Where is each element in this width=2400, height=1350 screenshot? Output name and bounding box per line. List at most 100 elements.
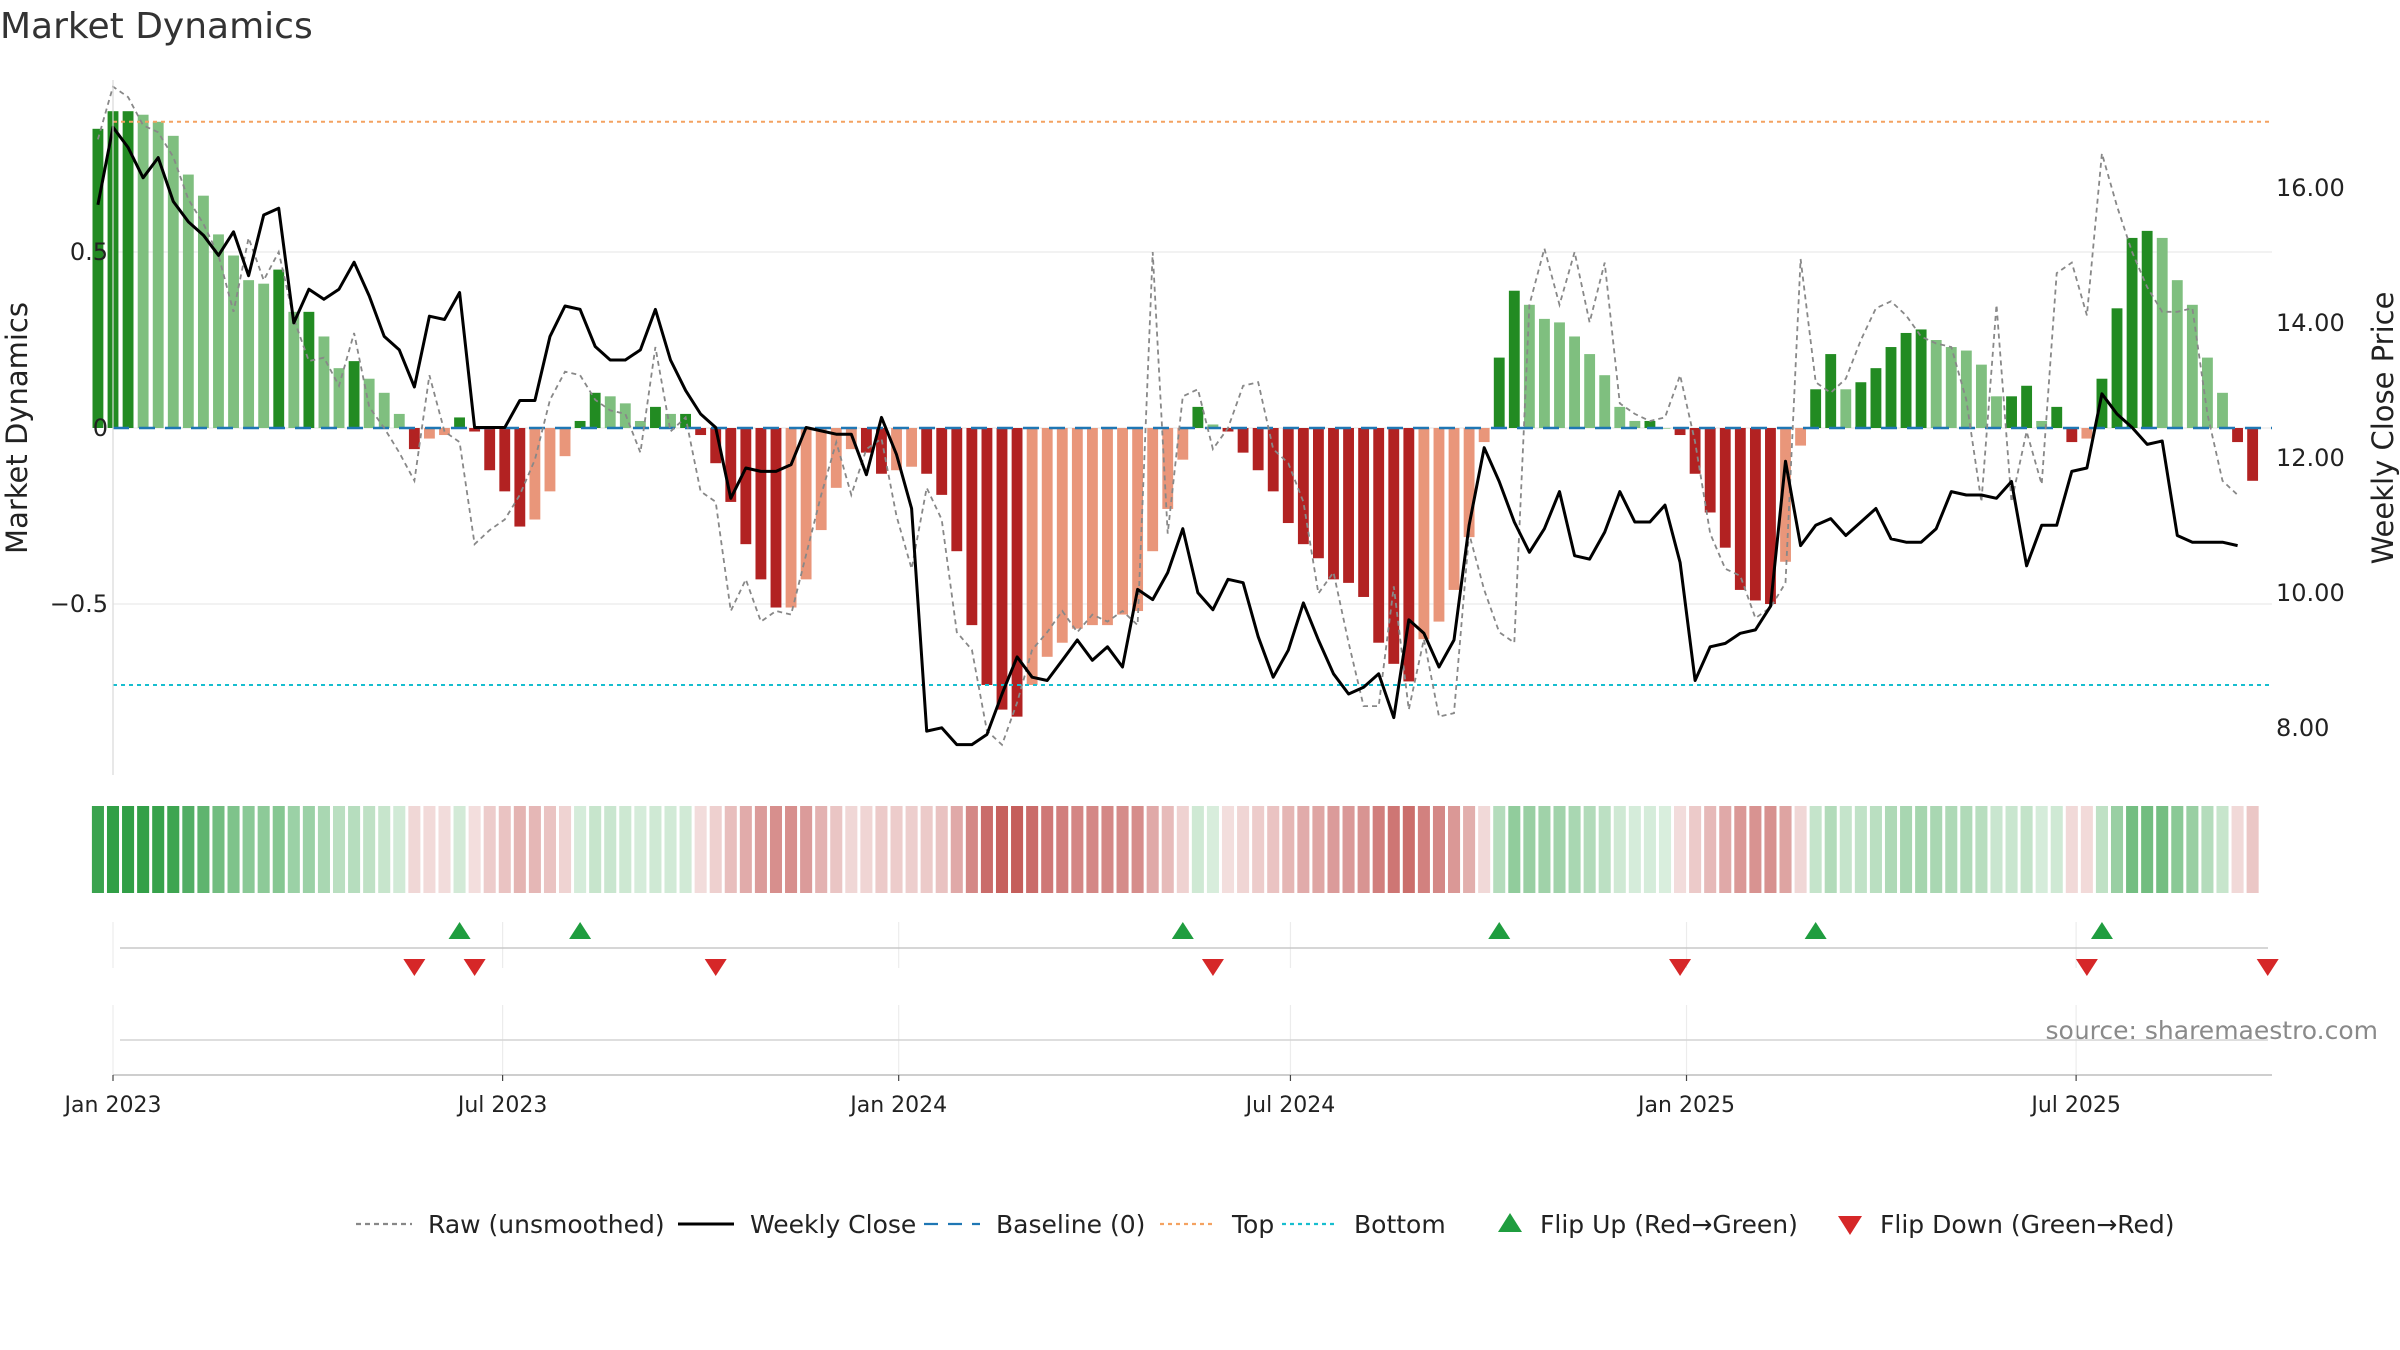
heat-cell: [1101, 806, 1114, 893]
momentum-bar: [333, 368, 345, 428]
momentum-bar: [1493, 357, 1505, 428]
momentum-bar: [1207, 424, 1219, 428]
momentum-bar: [1071, 428, 1083, 629]
momentum-bar: [1614, 406, 1626, 428]
heat-cell: [769, 806, 783, 893]
momentum-bar: [680, 413, 691, 428]
momentum-bar: [2247, 428, 2259, 481]
momentum-bar: [197, 195, 209, 428]
momentum-bar: [1749, 428, 1761, 601]
momentum-bar: [2126, 237, 2138, 428]
momentum-bar: [740, 428, 752, 545]
x-axis: Jan 2023 Jul 2023 Jan 2024 Jul 2024 Jan 2025…: [63, 1005, 2272, 1118]
heat-cell: [393, 806, 406, 893]
heat-cell: [1975, 806, 1988, 893]
momentum-bar: [815, 428, 827, 531]
heat-cell: [1448, 806, 1461, 893]
momentum-bar: [1960, 350, 1972, 428]
momentum-bar: [1659, 428, 1671, 429]
legend-item: Flip Up (Red→Green): [1498, 1210, 1798, 1239]
heat-cell: [1598, 806, 1611, 893]
momentum-bar: [1086, 428, 1098, 626]
heat-cell: [1026, 806, 1039, 893]
heat-cell: [1282, 806, 1295, 893]
heat-cell: [875, 806, 888, 893]
right-tick-label: 8.00: [2276, 714, 2329, 742]
heat-cell: [2231, 806, 2244, 893]
heat-cell: [649, 806, 662, 893]
momentum-bars: [92, 111, 2259, 717]
legend-label: Baseline (0): [996, 1210, 1145, 1239]
momentum-bar: [1011, 428, 1023, 717]
heat-cell: [785, 806, 798, 893]
momentum-bar: [1915, 329, 1927, 428]
momentum-bar: [860, 428, 872, 453]
heat-cell: [197, 806, 210, 893]
heat-cell: [453, 806, 466, 893]
right-tick-label: 12.00: [2276, 444, 2345, 472]
heat-cell: [1071, 806, 1084, 893]
heat-cell: [272, 806, 285, 893]
heat-cell: [1327, 806, 1340, 893]
momentum-bar: [529, 428, 541, 520]
momentum-bar: [1674, 428, 1686, 436]
momentum-bar: [2217, 392, 2228, 428]
momentum-bar: [800, 428, 812, 580]
heat-cell: [2141, 806, 2154, 893]
heat-cell: [2035, 806, 2048, 893]
heat-cell: [739, 806, 752, 893]
momentum-bar: [1734, 428, 1746, 590]
x-tick-label: Jan 2023: [63, 1093, 162, 1118]
momentum-bar: [1222, 428, 1234, 432]
heat-cell: [1643, 806, 1656, 893]
heat-cell: [1116, 806, 1129, 893]
momentum-bar: [1584, 354, 1596, 428]
momentum-bar: [1840, 389, 1852, 428]
flip-down-marker: [463, 959, 486, 976]
heat-cell: [1056, 806, 1069, 893]
momentum-bar: [1313, 428, 1324, 559]
momentum-bar: [981, 428, 993, 685]
momentum-bar: [1945, 347, 1957, 428]
momentum-bar: [1719, 428, 1731, 548]
heat-cell: [890, 806, 903, 893]
momentum-bar: [665, 413, 676, 428]
momentum-bar: [1177, 428, 1189, 460]
heat-cell: [1658, 806, 1672, 893]
heat-cell: [1900, 806, 1913, 893]
heat-cell: [860, 806, 873, 893]
heat-cell: [1161, 806, 1174, 893]
heat-cell: [378, 806, 391, 893]
momentum-bar: [1795, 428, 1807, 446]
x-tick-label: Jul 2025: [2029, 1093, 2121, 1118]
legend-item: Weekly Close: [678, 1210, 916, 1239]
heat-cell: [905, 806, 918, 893]
heat-cell: [528, 806, 541, 893]
momentum-bar: [1975, 364, 1987, 428]
heat-cell: [227, 806, 240, 893]
momentum-bar: [228, 255, 239, 428]
momentum-bar: [1403, 428, 1415, 682]
momentum-bar: [1252, 428, 1264, 471]
heat-cell: [1267, 806, 1280, 893]
heat-strip: [91, 806, 2259, 893]
left-tick-label: −0.5: [50, 590, 108, 618]
momentum-bar: [1388, 428, 1400, 664]
momentum-bar: [1689, 428, 1701, 474]
momentum-bar: [1780, 428, 1791, 562]
heat-cell: [332, 806, 346, 893]
heat-cell: [604, 806, 617, 893]
legend-label: Flip Down (Green→Red): [1880, 1210, 2175, 1239]
heat-cell: [1312, 806, 1325, 893]
left-tick-label: 0: [93, 414, 108, 442]
legend-item: Baseline (0): [924, 1210, 1145, 1239]
flip-down-marker: [2256, 959, 2279, 976]
heat-cell: [1176, 806, 1189, 893]
line-layer: [96, 85, 2272, 747]
momentum-bar: [92, 128, 104, 429]
momentum-bar: [1885, 347, 1897, 428]
x-tick-label: Jan 2025: [1636, 1093, 1735, 1118]
heat-cell: [2201, 806, 2214, 893]
momentum-bar: [484, 428, 496, 471]
legend-label: Top: [1231, 1210, 1274, 1239]
